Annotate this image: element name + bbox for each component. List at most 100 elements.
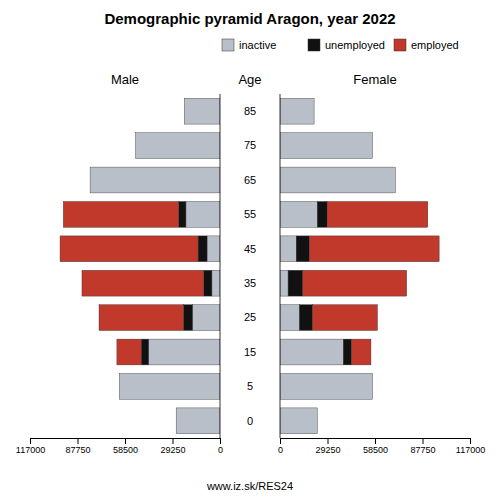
- tick-mark: [125, 438, 126, 444]
- bar-segment: [280, 408, 317, 434]
- tick-label: 87750: [65, 445, 90, 455]
- tick: 0: [278, 438, 283, 455]
- tick: 29250: [315, 438, 340, 455]
- bar-segment: [303, 270, 407, 296]
- tick-mark: [328, 438, 329, 444]
- legend-swatch: [394, 39, 406, 51]
- bar-segment: [280, 339, 343, 365]
- bar-segment: [280, 167, 395, 193]
- legend-item: inactive: [222, 39, 276, 51]
- x-axis: 0 29250 58500 87750 117000: [278, 438, 485, 455]
- category-label: 0: [247, 415, 253, 427]
- bar-segment: [119, 374, 120, 400]
- bar-segment: [296, 236, 309, 262]
- bar-segment: [317, 202, 327, 228]
- bar-segment: [184, 98, 185, 124]
- bar-segment: [280, 374, 373, 400]
- tick: 58500: [113, 438, 138, 455]
- category-label: 25: [244, 311, 256, 323]
- bar-segment: [82, 270, 204, 296]
- legend-swatch: [222, 39, 234, 51]
- category-label: 35: [244, 277, 256, 289]
- bar-segment: [372, 374, 373, 400]
- legend-label: inactive: [239, 39, 276, 51]
- category-label: 45: [244, 243, 256, 255]
- tick-mark: [220, 438, 221, 444]
- bar-segment: [395, 167, 396, 193]
- bar-segment: [60, 236, 198, 262]
- bars: [60, 98, 220, 433]
- tick-mark: [173, 438, 174, 444]
- bar-segment: [176, 408, 177, 434]
- bar-segment: [119, 374, 220, 400]
- bar-segment: [314, 98, 315, 124]
- bar-segment: [119, 374, 120, 400]
- tick: 87750: [65, 438, 90, 455]
- bar-segment: [90, 167, 91, 193]
- bars: [280, 98, 439, 433]
- y-axis-title: Age: [238, 72, 261, 87]
- bar-segment: [63, 202, 178, 228]
- bar-segment: [280, 305, 299, 331]
- bar-segment: [351, 339, 370, 365]
- legend: inactive unemployed employed: [222, 39, 459, 51]
- bar-segment: [317, 408, 318, 434]
- panel-title: Male: [111, 72, 139, 87]
- chart: Demographic pyramid Aragon, year 2022www…: [0, 0, 500, 500]
- bar-segment: [280, 236, 296, 262]
- bar-segment: [183, 305, 192, 331]
- category-label: 55: [244, 208, 256, 220]
- bar-segment: [135, 133, 136, 159]
- bar-segment: [136, 133, 220, 159]
- bar-segment: [176, 408, 177, 434]
- category-labels: 051525354555657585: [244, 105, 256, 427]
- bar-segment: [395, 167, 396, 193]
- tick: 117000: [456, 438, 485, 455]
- legend-swatch: [308, 39, 320, 51]
- legend-item: unemployed: [308, 39, 385, 51]
- center-line: [280, 94, 281, 438]
- tick-mark: [280, 438, 281, 444]
- tick-label: 58500: [113, 445, 138, 455]
- category-label: 75: [244, 139, 256, 151]
- tick-mark: [375, 438, 376, 444]
- bar-segment: [176, 408, 220, 434]
- tick-label: 29250: [315, 445, 340, 455]
- tick-mark: [423, 438, 424, 444]
- bar-segment: [280, 270, 288, 296]
- axis-line: [31, 439, 221, 445]
- tick: 87750: [410, 438, 435, 455]
- tick-label: 58500: [363, 445, 388, 455]
- bar-segment: [184, 98, 220, 124]
- bar-segment: [314, 98, 315, 124]
- bar-segment: [372, 133, 373, 159]
- bar-segment: [141, 339, 148, 365]
- legend-item: employed: [394, 39, 459, 51]
- bar-segment: [372, 133, 373, 159]
- bar-segment: [327, 202, 428, 228]
- bar-segment: [343, 339, 351, 365]
- bar-segment: [288, 270, 303, 296]
- bar-segment: [280, 202, 317, 228]
- bar-segment: [317, 408, 318, 434]
- tick-label: 0: [218, 445, 223, 455]
- title: Demographic pyramid Aragon, year 2022: [104, 10, 395, 27]
- tick-mark: [470, 438, 471, 444]
- tick-label: 87750: [410, 445, 435, 455]
- bar-segment: [117, 339, 141, 365]
- bar-segment: [204, 270, 212, 296]
- bar-segment: [179, 202, 186, 228]
- bar-segment: [280, 98, 314, 124]
- category-label: 65: [244, 174, 256, 186]
- tick: 29250: [160, 438, 185, 455]
- category-label: 85: [244, 105, 256, 117]
- tick: 58500: [363, 438, 388, 455]
- tick-mark: [30, 438, 31, 444]
- bar-segment: [135, 133, 136, 159]
- bar-segment: [372, 374, 373, 400]
- axis-line: [281, 439, 471, 445]
- bar-segment: [186, 202, 220, 228]
- bar-segment: [207, 236, 220, 262]
- bar-segment: [184, 98, 185, 124]
- tick-mark: [78, 438, 79, 444]
